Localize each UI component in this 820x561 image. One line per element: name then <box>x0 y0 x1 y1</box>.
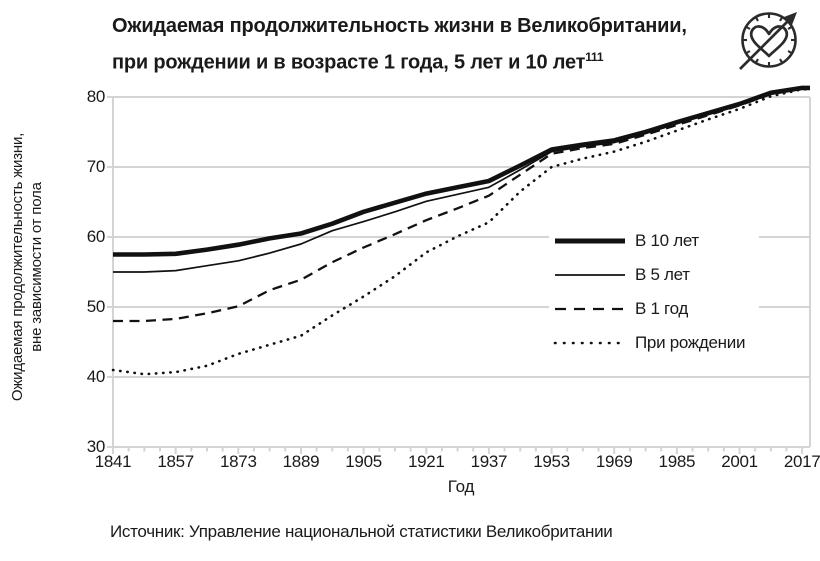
clock-tick <box>779 16 784 22</box>
arrow-head <box>784 12 797 25</box>
y-tick-label-80: 80 <box>86 87 106 106</box>
y-tick-label-40: 40 <box>86 367 106 386</box>
heart-clock-arrow-icon <box>733 4 805 76</box>
x-tick-label-2017: 2017 <box>783 452 820 471</box>
chart-title-line1: Ожидаемая продолжительность жизни в Вели… <box>112 15 687 37</box>
x-tick-label-1873: 1873 <box>219 452 257 471</box>
clock-tick <box>787 25 793 30</box>
clock-tick <box>745 25 751 30</box>
y-tick-label-60: 60 <box>86 227 106 246</box>
legend-label: В 10 лет <box>635 231 699 250</box>
y-axis-title: Ожидаемая продолжительность жизни, вне з… <box>9 132 45 402</box>
series-line-2 <box>113 87 810 323</box>
x-tick-label-1889: 1889 <box>282 452 320 471</box>
legend-label: В 5 лет <box>635 265 690 284</box>
heart-icon <box>749 25 789 58</box>
x-tick-label-1841: 1841 <box>94 452 132 471</box>
y-tick-label-30: 30 <box>86 437 106 456</box>
legend-item-age-5: В 5 лет <box>553 258 745 292</box>
arrow-shaft <box>739 19 790 70</box>
clock-tick <box>779 58 784 64</box>
chart-title: Ожидаемая продолжительность жизни в Вели… <box>112 11 732 79</box>
chart-title-line2: при рождении и в возрасте 1 года, 5 лет … <box>112 50 604 74</box>
x-tick-label-1857: 1857 <box>157 452 194 471</box>
y-tick-label-50: 50 <box>86 297 106 316</box>
x-tick-label-1985: 1985 <box>658 452 696 471</box>
x-tick-label-1921: 1921 <box>407 452 445 471</box>
series-line-0 <box>113 85 810 257</box>
clock-ticks <box>742 13 796 67</box>
legend-item-age-10: В 10 лет <box>553 224 745 258</box>
x-axis-title: Год <box>447 477 475 496</box>
x-tick-label-1969: 1969 <box>595 452 633 471</box>
x-tick-label-1905: 1905 <box>345 452 382 471</box>
x-tick-label-2001: 2001 <box>721 452 758 471</box>
y-tick-label-70: 70 <box>86 157 106 176</box>
x-tick-label-1937: 1937 <box>470 452 508 471</box>
clock-tick <box>745 50 751 55</box>
x-tick-label-1953: 1953 <box>533 452 570 471</box>
legend-item-at-birth: При рождении <box>553 326 745 360</box>
series-line-3 <box>111 88 812 376</box>
legend-item-age-1: В 1 год <box>553 292 745 326</box>
legend-label: При рождении <box>635 333 746 352</box>
legend-label: В 1 год <box>635 299 688 318</box>
chart-legend: В 10 лет В 5 лет В 1 год При рождении <box>549 222 760 362</box>
footnote-marker: 111 <box>585 50 604 64</box>
clock-tick <box>754 58 759 64</box>
clock-tick <box>787 50 793 55</box>
source-note: Источник: Управление национальной статис… <box>110 522 613 541</box>
clock-tick <box>754 16 759 22</box>
